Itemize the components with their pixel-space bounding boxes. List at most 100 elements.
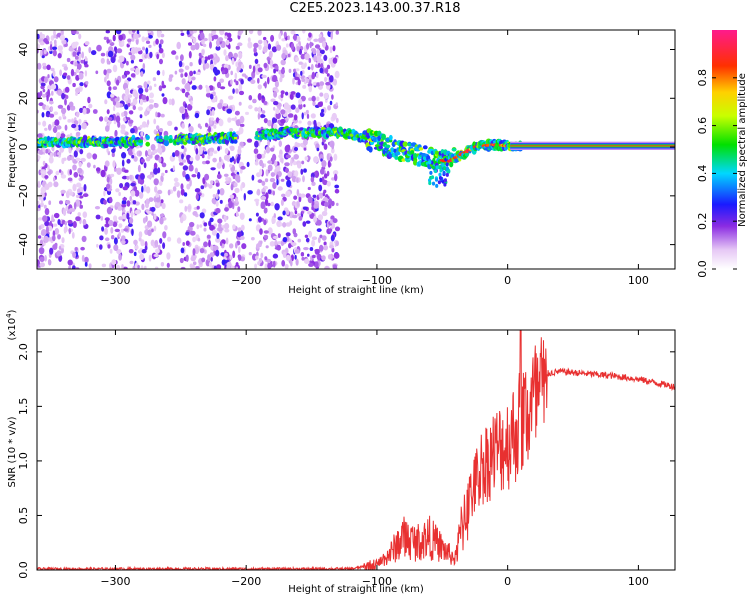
top-x-tick-label: −100 xyxy=(362,274,392,287)
noise-speckle xyxy=(318,192,322,199)
noise-speckle xyxy=(235,80,239,86)
noise-speckle xyxy=(232,224,236,230)
bottom-y-tick-label: 0.0 xyxy=(17,561,30,579)
noise-speckle xyxy=(319,81,325,86)
noise-speckle xyxy=(140,239,145,247)
noise-speckle xyxy=(54,121,57,126)
noise-speckle xyxy=(75,31,79,35)
noise-speckle xyxy=(224,228,230,233)
noise-speckle xyxy=(329,156,333,162)
noise-speckle xyxy=(72,82,76,88)
noise-speckle xyxy=(316,121,321,128)
noise-speckle xyxy=(312,100,316,107)
noise-speckle xyxy=(147,220,153,228)
ridge-cell xyxy=(168,138,173,144)
noise-speckle xyxy=(61,92,66,100)
noise-speckle xyxy=(270,172,276,177)
ridge-cell xyxy=(422,145,428,150)
noise-speckle xyxy=(113,167,117,172)
ridge-cell xyxy=(442,166,446,171)
noise-speckle xyxy=(278,154,283,159)
ridge-cell xyxy=(145,135,150,139)
noise-speckle xyxy=(114,97,119,102)
noise-speckle xyxy=(300,193,306,198)
noise-speckle xyxy=(131,228,134,236)
noise-speckle xyxy=(230,79,233,85)
noise-speckle xyxy=(201,39,205,45)
noise-speckle xyxy=(153,162,158,170)
bottom-x-axis-label: Height of straight line (km) xyxy=(288,584,424,595)
noise-speckle xyxy=(270,59,273,65)
noise-speckle xyxy=(295,57,299,62)
noise-speckle xyxy=(58,116,62,121)
noise-speckle xyxy=(105,125,110,132)
noise-speckle xyxy=(120,228,125,233)
noise-speckle xyxy=(290,259,293,267)
noise-speckle xyxy=(272,190,276,196)
bottom-y-tick-label: 0.5 xyxy=(17,507,30,525)
noise-speckle xyxy=(73,150,78,158)
noise-speckle xyxy=(88,46,92,54)
noise-speckle xyxy=(333,153,338,161)
noise-speckle xyxy=(112,160,116,168)
noise-speckle xyxy=(240,63,245,70)
ridge-cell xyxy=(430,175,435,180)
noise-speckle xyxy=(42,62,47,67)
noise-speckle xyxy=(79,204,83,209)
noise-speckle xyxy=(326,181,331,187)
noise-speckle xyxy=(180,73,184,78)
noise-speckle xyxy=(273,68,276,74)
noise-speckle xyxy=(61,107,67,115)
noise-speckle xyxy=(134,189,140,197)
noise-speckle xyxy=(145,198,149,205)
noise-speckle xyxy=(216,81,222,89)
noise-speckle xyxy=(235,197,239,203)
noise-speckle xyxy=(157,147,163,154)
noise-speckle xyxy=(261,74,267,79)
noise-speckle xyxy=(161,52,165,59)
noise-speckle xyxy=(45,40,50,45)
ridge-cell xyxy=(449,161,454,168)
noise-speckle xyxy=(81,122,87,130)
noise-speckle xyxy=(143,81,148,89)
noise-speckle xyxy=(281,193,286,198)
noise-speckle xyxy=(112,34,116,42)
noise-speckle xyxy=(174,70,178,75)
noise-speckle xyxy=(273,160,278,167)
noise-speckle xyxy=(238,246,241,254)
noise-speckle xyxy=(215,237,221,243)
ridge-cell xyxy=(407,143,412,147)
noise-speckle xyxy=(307,82,313,87)
noise-speckle xyxy=(46,94,49,102)
noise-speckle xyxy=(73,202,77,210)
noise-speckle xyxy=(93,164,96,169)
noise-speckle xyxy=(64,86,70,93)
noise-speckle xyxy=(319,177,323,183)
noise-speckle xyxy=(107,50,114,58)
noise-speckle xyxy=(145,40,151,44)
noise-speckle xyxy=(204,173,210,181)
noise-speckle xyxy=(148,254,152,262)
noise-speckle xyxy=(323,143,328,150)
noise-speckle xyxy=(215,201,219,207)
noise-speckle xyxy=(205,86,210,94)
noise-speckle xyxy=(305,237,310,243)
noise-speckle xyxy=(44,127,48,131)
noise-speckle xyxy=(147,30,151,34)
noise-speckle xyxy=(116,79,120,85)
noise-speckle xyxy=(42,215,48,223)
noise-speckle xyxy=(237,227,242,232)
noise-speckle xyxy=(132,200,137,205)
noise-speckle xyxy=(47,84,52,91)
noise-speckle xyxy=(130,59,134,64)
noise-speckle xyxy=(294,254,297,260)
noise-speckle xyxy=(215,249,220,257)
noise-speckle xyxy=(257,30,262,36)
noise-speckle xyxy=(47,259,51,265)
noise-speckle xyxy=(51,46,58,51)
noise-speckle xyxy=(128,110,134,115)
noise-speckle xyxy=(152,40,157,47)
noise-speckle xyxy=(135,67,140,76)
noise-speckle xyxy=(238,83,243,91)
noise-speckle xyxy=(229,194,235,199)
